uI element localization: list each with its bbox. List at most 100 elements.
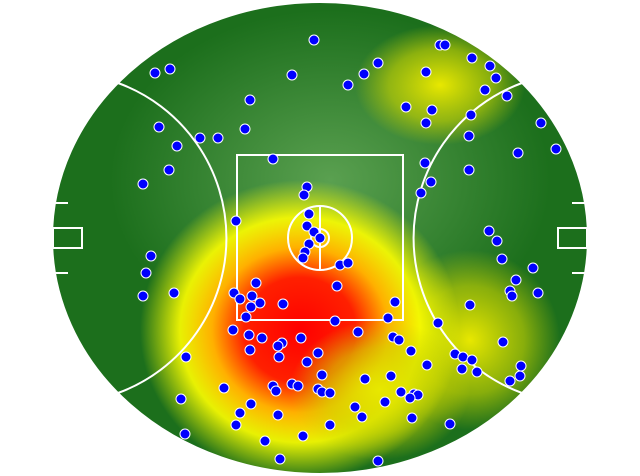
point — [456, 363, 468, 375]
point — [259, 435, 271, 447]
point — [406, 412, 418, 424]
field-lines — [51, 1, 589, 475]
point — [342, 79, 354, 91]
point — [245, 301, 257, 313]
point — [137, 178, 149, 190]
point — [246, 290, 258, 302]
point — [349, 401, 361, 413]
point — [240, 311, 252, 323]
point — [372, 57, 384, 69]
point — [308, 34, 320, 46]
point — [491, 235, 503, 247]
point — [419, 157, 431, 169]
point — [358, 68, 370, 80]
point — [295, 332, 307, 344]
point — [444, 418, 456, 430]
point — [479, 84, 491, 96]
point — [244, 94, 256, 106]
point — [164, 63, 176, 75]
point — [273, 351, 285, 363]
point — [254, 297, 266, 309]
point — [506, 290, 518, 302]
point — [212, 132, 224, 144]
point — [420, 66, 432, 78]
point — [405, 345, 417, 357]
point — [352, 326, 364, 338]
point — [297, 430, 309, 442]
point — [301, 220, 313, 232]
point — [303, 208, 315, 220]
point — [168, 287, 180, 299]
point — [395, 386, 407, 398]
point — [372, 455, 384, 467]
point — [465, 109, 477, 121]
point — [490, 72, 502, 84]
point — [463, 130, 475, 142]
point — [515, 360, 527, 372]
point — [256, 332, 268, 344]
point — [382, 312, 394, 324]
point — [137, 290, 149, 302]
point — [272, 409, 284, 421]
point — [514, 370, 526, 382]
point — [245, 398, 257, 410]
point — [301, 356, 313, 368]
point — [527, 262, 539, 274]
point — [329, 315, 341, 327]
point — [316, 369, 328, 381]
point — [426, 104, 438, 116]
point — [244, 344, 256, 356]
point — [496, 253, 508, 265]
point — [324, 419, 336, 431]
point — [140, 267, 152, 279]
point — [432, 317, 444, 329]
point — [175, 393, 187, 405]
point — [163, 164, 175, 176]
point — [439, 39, 451, 51]
point — [298, 189, 310, 201]
point — [464, 299, 476, 311]
point — [512, 147, 524, 159]
point — [267, 153, 279, 165]
point — [504, 375, 516, 387]
point — [535, 117, 547, 129]
point — [230, 419, 242, 431]
point — [286, 69, 298, 81]
point — [415, 187, 427, 199]
point — [400, 101, 412, 113]
point — [501, 90, 513, 102]
point — [179, 428, 191, 440]
point — [312, 347, 324, 359]
point — [270, 385, 282, 397]
point — [359, 373, 371, 385]
point — [425, 176, 437, 188]
point — [250, 277, 262, 289]
point — [457, 351, 469, 363]
point — [149, 67, 161, 79]
point — [510, 274, 522, 286]
point — [218, 382, 230, 394]
point — [532, 287, 544, 299]
point — [463, 164, 475, 176]
point — [277, 298, 289, 310]
point — [272, 340, 284, 352]
point — [497, 336, 509, 348]
point — [420, 117, 432, 129]
point — [550, 143, 562, 155]
point — [227, 324, 239, 336]
point — [331, 280, 343, 292]
point — [421, 359, 433, 371]
point — [180, 351, 192, 363]
point — [385, 370, 397, 382]
point — [483, 225, 495, 237]
point — [243, 329, 255, 341]
point — [356, 411, 368, 423]
point — [292, 380, 304, 392]
point — [153, 121, 165, 133]
point — [145, 250, 157, 262]
point — [234, 293, 246, 305]
point — [342, 257, 354, 269]
point — [393, 334, 405, 346]
